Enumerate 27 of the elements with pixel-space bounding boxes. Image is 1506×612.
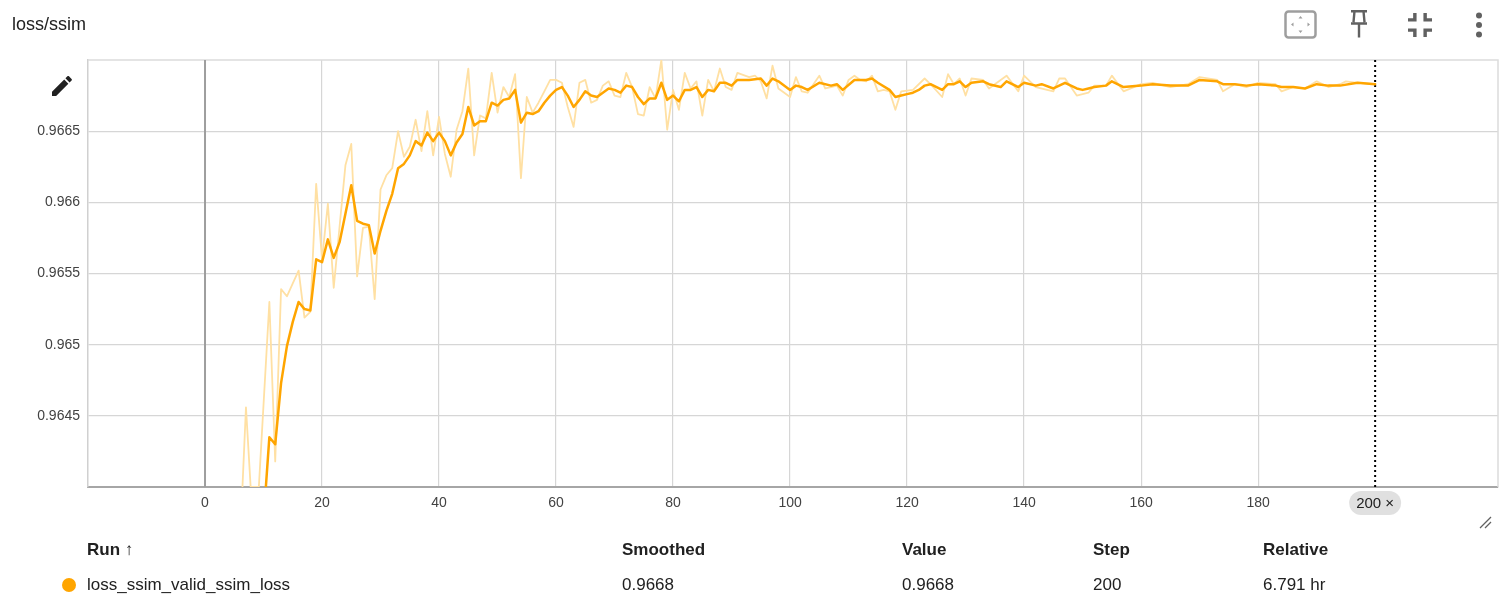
x-tick-label: 100 bbox=[778, 494, 802, 511]
x-tick-label: 0 bbox=[201, 494, 210, 511]
y-tick-label: 0.9665 bbox=[37, 122, 81, 139]
text: Step bbox=[1093, 540, 1130, 560]
x-tick-label: 20 bbox=[314, 494, 331, 511]
x-tick-label: 160 bbox=[1129, 494, 1153, 511]
y-tick-label: 0.965 bbox=[44, 335, 81, 352]
legend-label: loss_ssim_valid_ssim_loss bbox=[87, 575, 291, 595]
x-tick-label: 120 bbox=[895, 494, 919, 511]
x-tick-label: 180 bbox=[1246, 494, 1271, 511]
text: 0.9668 bbox=[622, 575, 674, 595]
text: Value bbox=[902, 540, 947, 560]
text: Run ↑ bbox=[87, 540, 134, 560]
text: Relative bbox=[1263, 540, 1329, 560]
ref-line-label: 200 × bbox=[1356, 494, 1395, 512]
x-tick-label: 140 bbox=[1012, 494, 1036, 511]
y-tick-label: 0.9655 bbox=[37, 264, 81, 281]
x-tick-label: 40 bbox=[431, 494, 448, 511]
text: 6.791 hr bbox=[1263, 575, 1326, 595]
text: 200 bbox=[1093, 575, 1122, 595]
x-tick-label: 80 bbox=[665, 494, 682, 511]
x-tick-label: 60 bbox=[548, 494, 565, 511]
text: Smoothed bbox=[622, 540, 706, 560]
chart-title: loss/ssim bbox=[12, 14, 87, 34]
y-tick-label: 0.966 bbox=[44, 193, 81, 210]
text: 0.9668 bbox=[902, 575, 954, 595]
y-tick-label: 0.9645 bbox=[37, 406, 81, 423]
